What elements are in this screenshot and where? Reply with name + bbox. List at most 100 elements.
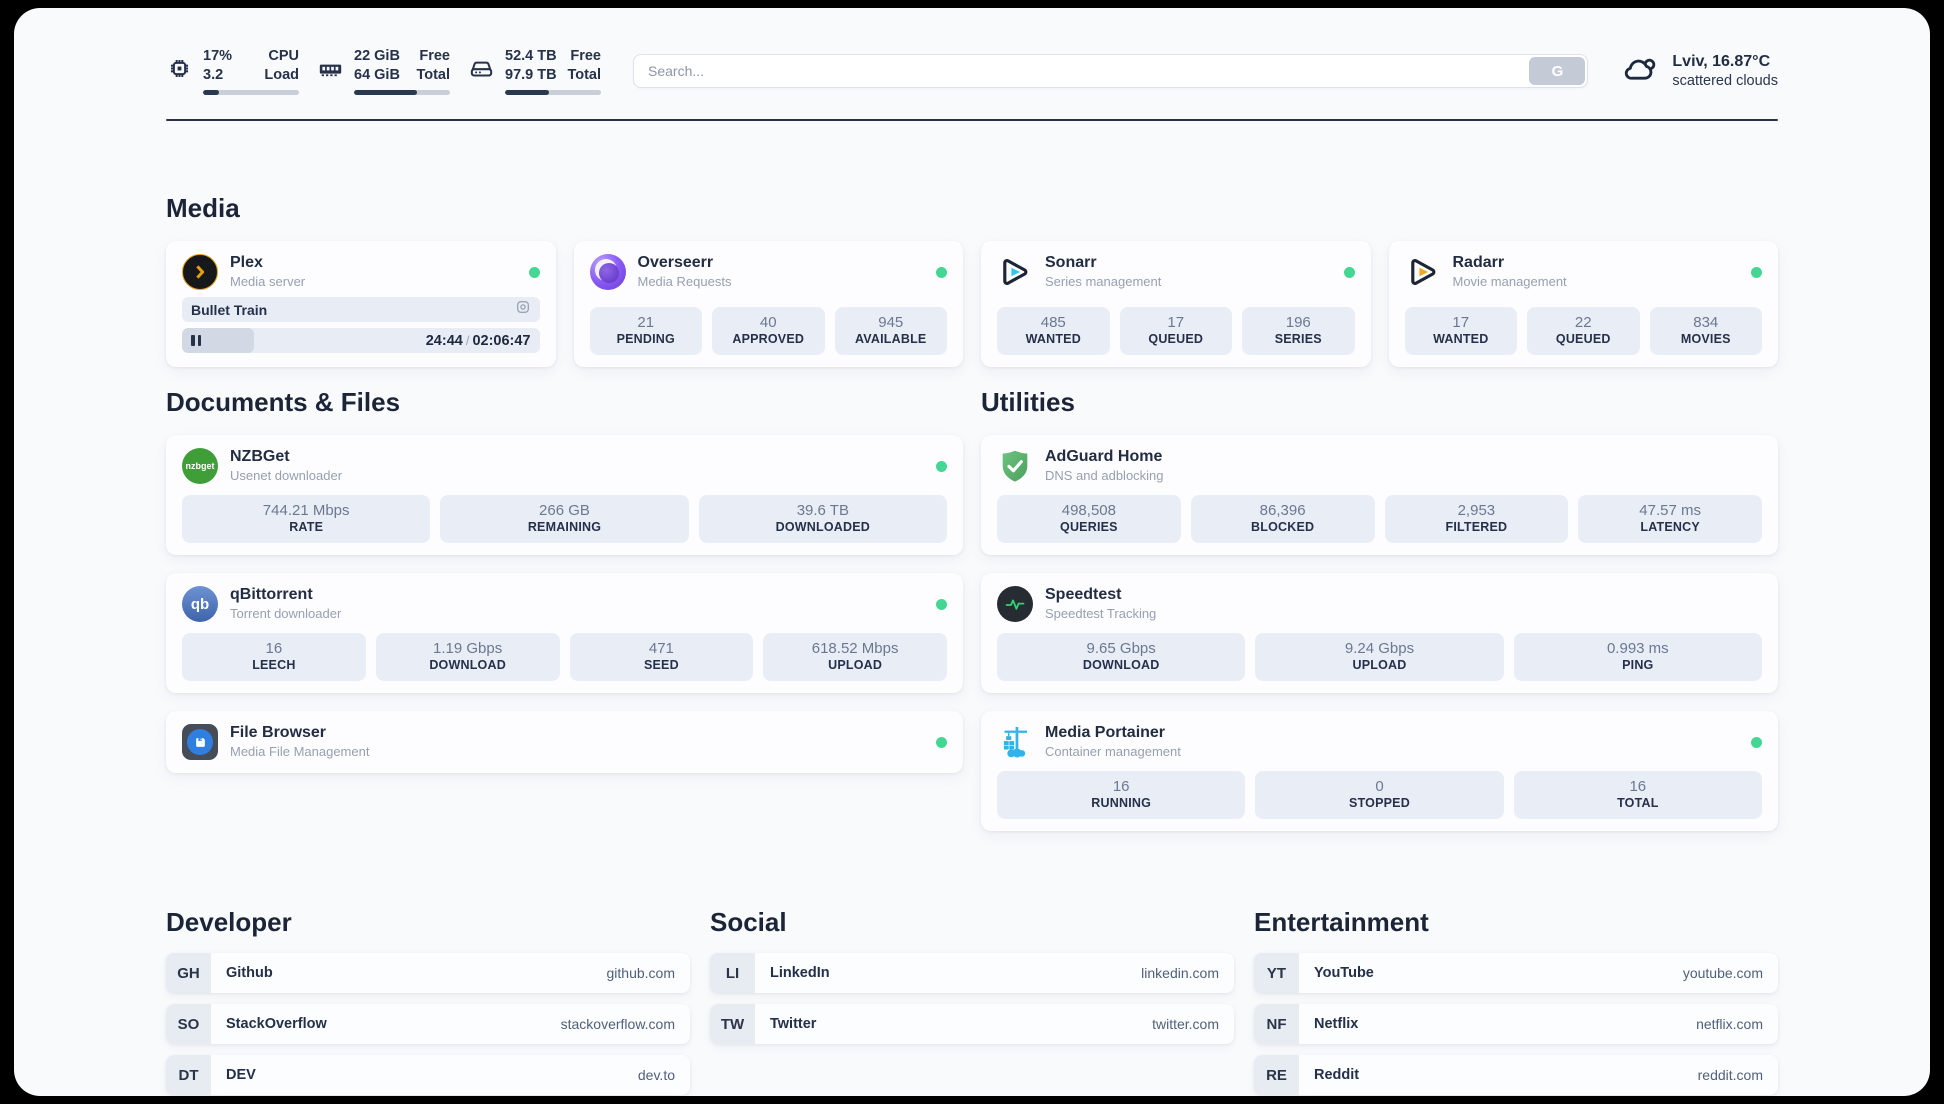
- stat-box: 40 APPROVED: [712, 307, 825, 355]
- qbittorrent-icon: qb: [182, 586, 218, 622]
- link-domain: netflix.com: [1696, 1016, 1763, 1032]
- link-domain: youtube.com: [1682, 965, 1763, 981]
- link-row-netflix[interactable]: NF Netflix netflix.com: [1254, 1004, 1778, 1044]
- link-row-linkedin[interactable]: LI LinkedIn linkedin.com: [710, 953, 1234, 993]
- media-disc-icon[interactable]: [515, 299, 531, 320]
- status-dot: [1343, 266, 1355, 278]
- speedtest-pulse-icon: [997, 586, 1033, 622]
- cpu-icon: [166, 55, 193, 87]
- stat-box: 16 TOTAL: [1513, 771, 1762, 819]
- app-subtitle: Media File Management: [230, 744, 370, 760]
- app-card-filebrowser[interactable]: File Browser Media File Management: [166, 711, 963, 773]
- app-card-overseerr[interactable]: Overseerr Media Requests 21 PENDING 40 APP…: [573, 241, 963, 367]
- stat-box: 9.24 Gbps UPLOAD: [1255, 633, 1504, 681]
- cloud-icon: [1620, 49, 1660, 94]
- app-card-adguard[interactable]: AdGuard Home DNS and adblocking 498,508 Q…: [981, 435, 1778, 555]
- filebrowser-floppy-icon: [182, 724, 218, 760]
- link-domain: stackoverflow.com: [560, 1016, 675, 1032]
- link-badge: LI: [710, 953, 755, 993]
- weather-widget: Lviv, 16.87°C scattered clouds: [1620, 49, 1778, 94]
- link-name: LinkedIn: [770, 965, 830, 981]
- disk-total: 97.9 TB: [505, 67, 557, 83]
- status-dot: [936, 598, 947, 610]
- link-name: YouTube: [1314, 965, 1374, 981]
- stat-box: 618.52 Mbps UPLOAD: [763, 633, 947, 681]
- plex-chevron-icon: [182, 254, 218, 290]
- stat-box: 1.19 Gbps DOWNLOAD: [375, 633, 560, 681]
- app-subtitle: Media server: [230, 274, 306, 290]
- link-badge: DT: [166, 1055, 211, 1095]
- search-provider-button[interactable]: G: [1529, 57, 1586, 85]
- time-separator: /: [465, 332, 470, 348]
- stat-box: 196 SERIES: [1242, 307, 1355, 355]
- link-group-developer: Developer GH Github github.com SO StackO…: [166, 905, 690, 1104]
- disk-progressbar: [505, 89, 601, 95]
- section-title-social: Social: [710, 907, 787, 937]
- link-badge: NF: [1254, 1004, 1299, 1044]
- elapsed-time: 24:44: [425, 332, 463, 349]
- app-card-nzbget[interactable]: nzbget NZBGet Usenet downloader 744.21 M…: [166, 435, 963, 555]
- section-title-entertainment: Entertainment: [1254, 907, 1429, 937]
- link-name: StackOverflow: [226, 1016, 327, 1032]
- stat-box: 485 WANTED: [997, 307, 1110, 355]
- app-card-qbittorrent[interactable]: qb qBittorrent Torrent downloader 16 LEEC…: [166, 573, 963, 693]
- ram-free: 22 GiB: [354, 48, 400, 65]
- link-badge: RE: [1254, 1055, 1299, 1095]
- weather-summary: Lviv, 16.87°C: [1672, 52, 1771, 70]
- cpu-percent: 17%: [203, 48, 233, 65]
- app-name: qBittorrent: [230, 586, 313, 604]
- link-row-youtube[interactable]: YT YouTube youtube.com: [1254, 953, 1778, 993]
- section-title-developer: Developer: [166, 907, 292, 937]
- link-domain: reddit.com: [1697, 1067, 1763, 1083]
- player-progress-row[interactable]: 24:44/02:06:47: [182, 328, 540, 353]
- weather-condition: scattered clouds: [1672, 73, 1778, 90]
- stat-box: 0.993 ms PING: [1513, 633, 1762, 681]
- dashboard-panel: 17% CPU 3.2 Load: [14, 8, 1930, 1096]
- app-card-radarr[interactable]: Radarr Movie management 17 WANTED 22 QUEUE…: [1388, 241, 1778, 367]
- header-divider: [166, 119, 1778, 121]
- link-badge: TW: [710, 1004, 755, 1044]
- app-subtitle: Torrent downloader: [230, 606, 342, 622]
- stat-box: 471 SEED: [569, 633, 754, 681]
- link-row-reddit[interactable]: RE Reddit reddit.com: [1254, 1055, 1778, 1095]
- app-card-speedtest[interactable]: Speedtest Speedtest Tracking 9.65 Gbps DO…: [981, 573, 1778, 693]
- app-name: File Browser: [230, 724, 327, 742]
- stat-box: 17 QUEUED: [1119, 307, 1232, 355]
- stat-box: 0 STOPPED: [1255, 771, 1504, 819]
- app-subtitle: Usenet downloader: [230, 468, 343, 484]
- link-domain: dev.to: [637, 1067, 675, 1083]
- ram-icon: [317, 55, 344, 87]
- stat-box: 16 RUNNING: [997, 771, 1246, 819]
- section-title-utilities: Utilities: [981, 387, 1075, 417]
- disk-icon: [468, 55, 495, 87]
- app-name: Sonarr: [1045, 254, 1097, 272]
- stat-box: 86,396 BLOCKED: [1190, 495, 1375, 543]
- cpu-progressbar: [203, 89, 299, 95]
- total-duration: 02:06:47: [472, 332, 531, 349]
- link-row-stackoverflow[interactable]: SO StackOverflow stackoverflow.com: [166, 1004, 690, 1044]
- link-row-dev[interactable]: DT DEV dev.to: [166, 1055, 690, 1095]
- now-playing-row: Bullet Train: [182, 297, 540, 322]
- link-badge: GH: [166, 953, 211, 993]
- disk-free: 52.4 TB: [505, 48, 557, 65]
- stat-box: 834 MOVIES: [1649, 307, 1762, 355]
- app-card-sonarr[interactable]: Sonarr Series management 485 WANTED 17 QUE…: [981, 241, 1371, 367]
- link-group-social: Social LI LinkedIn linkedin.com TW Twitt…: [710, 905, 1234, 1104]
- link-row-github[interactable]: GH Github github.com: [166, 953, 690, 993]
- section-title-documents: Documents & Files: [166, 387, 401, 417]
- app-subtitle: DNS and adblocking: [1045, 468, 1164, 484]
- app-name: Radarr: [1452, 254, 1505, 272]
- status-dot: [1751, 266, 1762, 278]
- top-bar: 17% CPU 3.2 Load: [166, 44, 1778, 98]
- app-card-plex[interactable]: Plex Media server Bullet Train: [166, 241, 556, 367]
- link-row-twitter[interactable]: TW Twitter twitter.com: [710, 1004, 1234, 1044]
- documents-column: Documents & Files nzbget NZBGet Usenet d…: [166, 385, 963, 849]
- link-name: Twitter: [770, 1016, 817, 1032]
- link-domain: linkedin.com: [1141, 965, 1219, 981]
- cpu-label-bottom: Load: [264, 67, 299, 83]
- search-input[interactable]: [633, 54, 1589, 88]
- pause-icon[interactable]: [191, 335, 201, 346]
- app-name: NZBGet: [230, 448, 290, 466]
- app-card-portainer[interactable]: Media Portainer Container management 16 R…: [981, 711, 1778, 831]
- portainer-crane-icon: [997, 724, 1033, 760]
